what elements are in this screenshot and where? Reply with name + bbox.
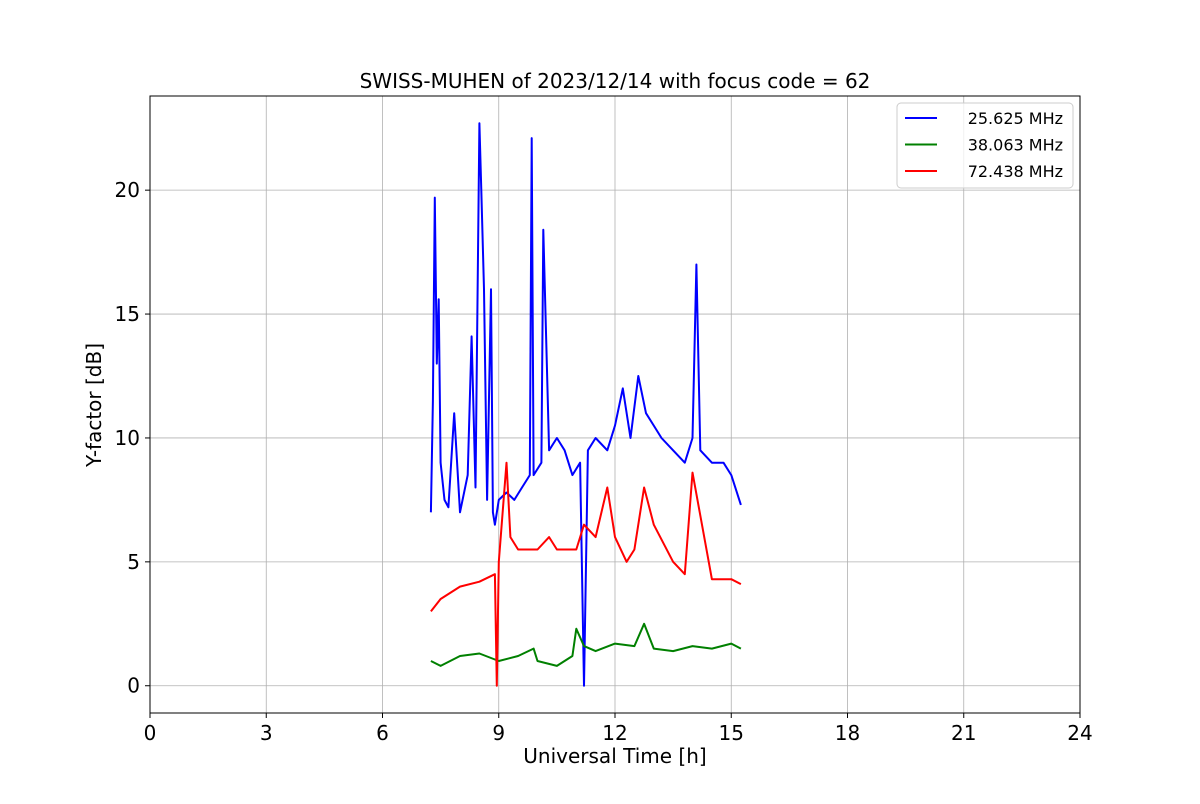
legend-label: 38.063 MHz [968,136,1063,155]
legend-box [896,102,1074,189]
y-tick-label: 15 [115,302,140,326]
series-lines [429,122,742,687]
x-tick-label: 18 [835,721,860,745]
legend-label: 25.625 MHz [968,109,1063,128]
series-line-2 [430,622,742,667]
x-tick-label: 15 [719,721,744,745]
series-line-3 [430,461,742,687]
series-line-1 [429,122,742,687]
legend: 25.625 MHz 38.063 MHz 72.438 MHz [896,102,1074,189]
grid-lines [149,96,1081,713]
axis-ticks: 0 3 6 9 12 15 18 21 24 0 5 10 15 20 [115,178,1093,745]
y-tick-label: 20 [115,178,140,202]
chart-title: SWISS-MUHEN of 2023/12/14 with focus cod… [360,69,871,93]
x-tick-label: 24 [1067,721,1092,745]
x-axis-label: Universal Time [h] [523,744,706,768]
y-tick-label: 0 [127,674,140,698]
x-tick-label: 12 [602,721,627,745]
x-tick-label: 9 [492,721,505,745]
y-axis-label: Y-factor [dB] [82,343,106,468]
x-tick-label: 3 [260,721,273,745]
x-tick-label: 21 [951,721,976,745]
x-tick-label: 6 [376,721,389,745]
y-tick-label: 5 [127,550,140,574]
x-tick-label: 0 [144,721,157,745]
y-tick-label: 10 [115,426,140,450]
legend-label: 72.438 MHz [968,162,1063,181]
